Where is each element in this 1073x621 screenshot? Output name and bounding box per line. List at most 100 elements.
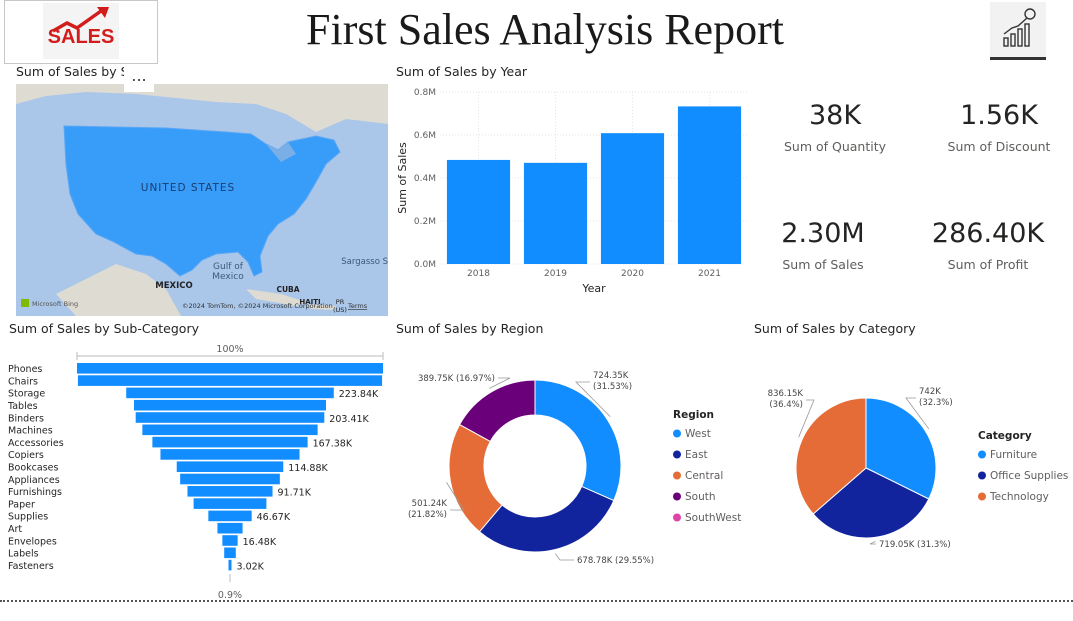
funnel-bar-furnishings[interactable] — [187, 486, 273, 497]
funnel-bar-appliances[interactable] — [180, 473, 280, 485]
year-bar-2021[interactable] — [677, 106, 742, 264]
funnel-category-label: Tables — [7, 401, 38, 412]
region-legend-title: Region — [673, 409, 714, 421]
x-tick-label: 2020 — [621, 269, 644, 279]
year-bar-2020[interactable] — [600, 133, 665, 264]
usa-region[interactable] — [63, 125, 341, 277]
funnel-bar-art[interactable] — [217, 522, 243, 534]
funnel-data-label: 114.88K — [288, 463, 328, 474]
year-bar-2018[interactable] — [446, 159, 511, 264]
kpi-discount-value: 1.56K — [960, 100, 1038, 131]
category-slice-furniture[interactable] — [865, 397, 937, 500]
funnel-bar-labels[interactable] — [224, 547, 236, 559]
category-leader-line — [905, 397, 930, 430]
kpi-sales-label: Sum of Sales — [782, 257, 864, 272]
funnel-category-label: Bookcases — [8, 463, 58, 474]
funnel-category-label: Furnishings — [8, 487, 62, 498]
region-slice-west[interactable] — [534, 379, 622, 502]
page-title: First Sales Analysis Report — [306, 5, 784, 54]
region-slice-east[interactable] — [478, 485, 615, 553]
category-slice-technology[interactable] — [795, 397, 867, 515]
funnel-bar-fasteners[interactable] — [228, 559, 232, 571]
sales-by-region-donut: 724.35K (31.53%) 678.78K (29.55%) 501.24K (2… — [408, 371, 741, 566]
funnel-bar-binders[interactable] — [135, 412, 325, 423]
map-title: Sum of Sales by S — [16, 64, 129, 79]
funnel-category-label: Machines — [8, 426, 53, 437]
sales-logo: SALES — [4, 0, 158, 64]
funnel-category-label: Envelopes — [8, 536, 57, 547]
region-legend-dot — [673, 429, 681, 438]
funnel-bar-machines[interactable] — [142, 424, 318, 436]
funnel-data-label: 46.67K — [257, 512, 291, 523]
funnel-category-label: Appliances — [8, 475, 60, 486]
region-chart-title: Sum of Sales by Region — [396, 321, 544, 336]
funnel-bar-copiers[interactable] — [160, 449, 300, 460]
funnel-bar-accessories[interactable] — [152, 436, 308, 448]
category-legend-title: Category — [978, 430, 1032, 442]
funnel-bar-chairs[interactable] — [77, 375, 383, 386]
label-haiti: HAITI — [299, 298, 320, 306]
funnel-bar-bookcases[interactable] — [176, 461, 284, 472]
category-legend-dot — [978, 492, 986, 501]
region-leader-line — [446, 482, 465, 511]
region-data-label: 678.78K (29.55%) — [577, 556, 654, 566]
funnel-top-label: 100% — [216, 344, 243, 355]
x-tick-label: 2018 — [467, 269, 490, 279]
category-legend-item-furniture[interactable]: Furniture — [990, 449, 1037, 461]
map-graphic: UNITED STATES Gulf of Mexico MEXICO CUBA … — [16, 84, 388, 316]
label-sargasso: Sargasso S — [341, 257, 388, 267]
region-data-label: 501.24K (21.82%) — [408, 499, 447, 520]
funnel-bar-supplies[interactable] — [208, 510, 252, 522]
funnel-bar-phones[interactable] — [77, 363, 383, 374]
sales-by-category-pie: 742K (32.3%) 719.05K (31.3%) 836.15K (36.4%)… — [768, 387, 1069, 550]
year-bar-2019[interactable] — [523, 162, 588, 264]
bing-logo: Microsoft Bing — [32, 300, 78, 308]
region-legend-dot — [673, 450, 681, 459]
page-bottom-divider — [0, 600, 1073, 602]
region-legend-item-west[interactable]: West — [685, 428, 711, 440]
region-legend-item-southwest[interactable]: SouthWest — [685, 512, 741, 524]
region-legend-dot — [673, 513, 681, 522]
sales-by-year-chart: 0.0M 0.2M 0.4M 0.6M 0.8M 2018 2019 2020 2021 Year… — [396, 88, 748, 295]
kpi-profit-label: Sum of Profit — [947, 257, 1029, 272]
y-tick-label: 0.4M — [414, 174, 436, 184]
category-legend-item-office-supplies[interactable]: Office Supplies — [990, 470, 1068, 482]
y-tick-label: 0.8M — [414, 88, 436, 98]
map-terms-link[interactable]: Terms — [347, 302, 368, 310]
arrow-head-icon — [97, 7, 109, 18]
category-slice-office-supplies[interactable] — [812, 467, 930, 539]
funnel-data-label: 91.71K — [278, 488, 312, 499]
x-tick-label: 2019 — [544, 269, 567, 279]
y-tick-label: 0.0M — [414, 260, 436, 270]
region-legend-item-east[interactable]: East — [685, 449, 708, 461]
funnel-bar-storage[interactable] — [126, 387, 334, 399]
trend-arrow-icon — [52, 9, 103, 33]
logo-text: SALES — [48, 26, 115, 48]
kpi-profit-value: 286.40K — [931, 218, 1045, 249]
funnel-category-label: Copiers — [8, 450, 44, 461]
region-legend-item-central[interactable]: Central — [685, 470, 723, 482]
label-cuba: CUBA — [276, 285, 299, 294]
funnel-category-label: Storage — [8, 389, 45, 400]
funnel-data-label: 203.41K — [329, 414, 369, 425]
label-gulf: Gulf of Mexico — [212, 262, 244, 282]
region-legend-dot — [673, 492, 681, 501]
region-data-label: 389.75K (16.97%) — [418, 374, 495, 384]
more-options-button[interactable]: ... — [124, 66, 154, 92]
sales-map[interactable]: UNITED STATES Gulf of Mexico MEXICO CUBA … — [16, 84, 388, 316]
category-legend-item-technology[interactable]: Technology — [989, 491, 1049, 503]
funnel-data-label: 3.02K — [237, 561, 265, 572]
funnel-bar-envelopes[interactable] — [222, 535, 238, 546]
y-tick-label: 0.6M — [414, 131, 436, 141]
funnel-bar-tables[interactable] — [134, 399, 326, 411]
funnel-bottom-label: 0.9% — [218, 590, 242, 600]
region-legend-item-south[interactable]: South — [685, 491, 716, 503]
funnel-bar-paper[interactable] — [193, 498, 267, 509]
year-chart-title: Sum of Sales by Year — [396, 64, 528, 79]
funnel-category-label: Accessories — [8, 438, 64, 449]
region-slice-south[interactable] — [458, 379, 536, 443]
kpi-discount-label: Sum of Discount — [947, 139, 1051, 154]
region-legend-dot — [673, 471, 681, 480]
category-legend-dot — [978, 471, 986, 480]
funnel-category-label: Binders — [8, 413, 44, 424]
